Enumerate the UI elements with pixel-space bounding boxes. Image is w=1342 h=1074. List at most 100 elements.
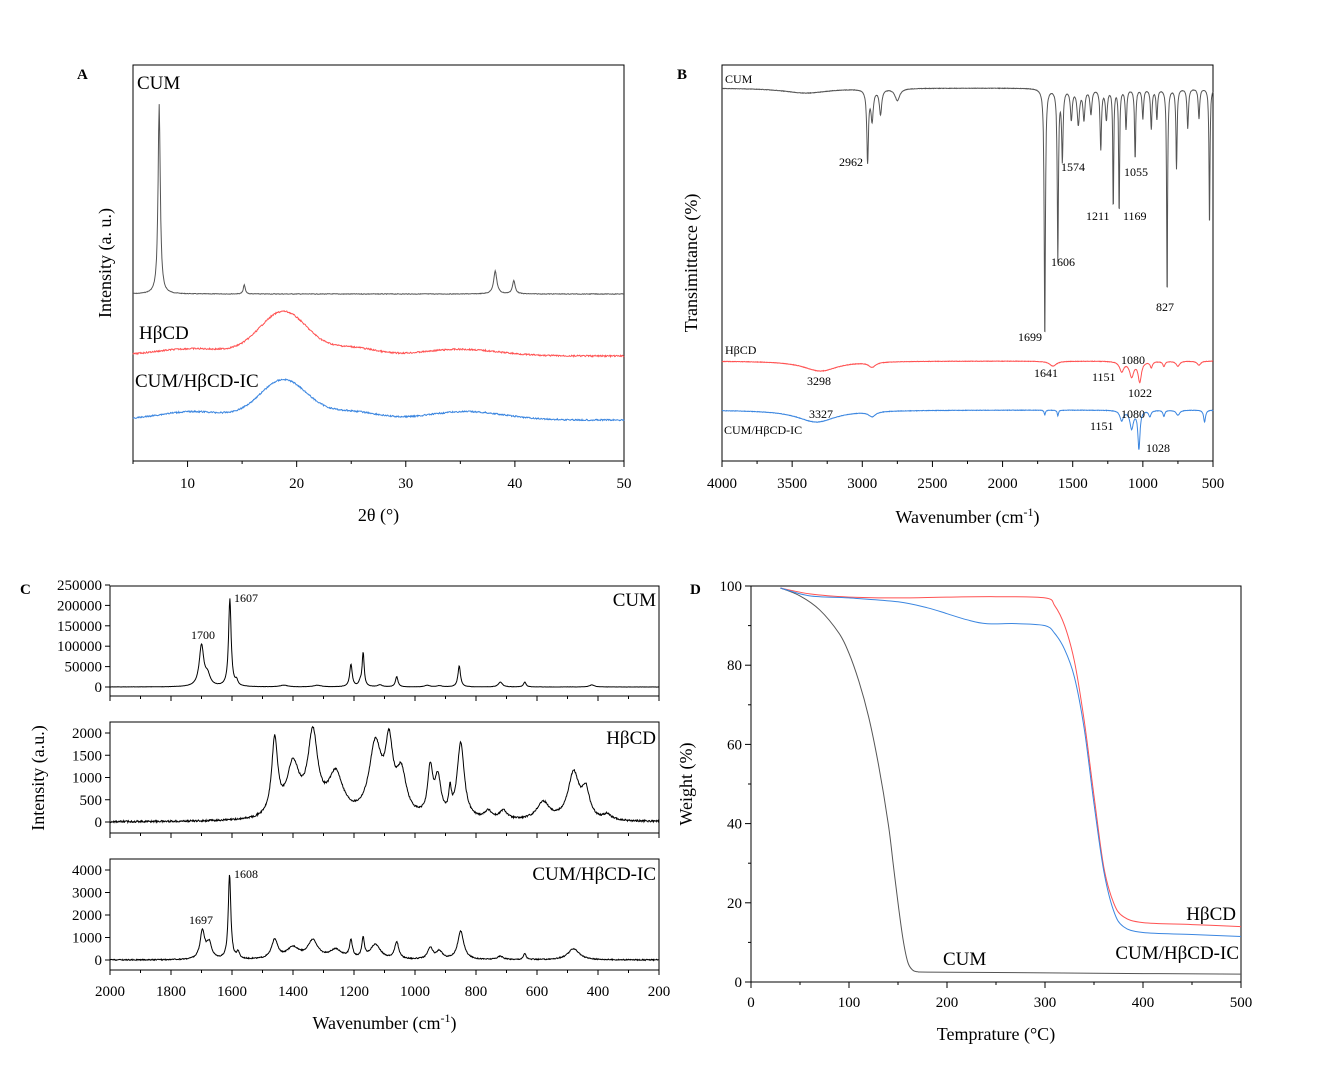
y-tick-label: 250000 xyxy=(57,578,102,594)
panel-b-annotation: 1080 xyxy=(1121,407,1145,421)
panel-d-label-ic: CUM/HβCD-IC xyxy=(1115,943,1239,964)
panel-c-annotation: 1700 xyxy=(191,628,215,642)
panel-b-annotation: 1028 xyxy=(1146,441,1170,455)
panel-b-annotation: 827 xyxy=(1156,300,1174,314)
panel-b-xlabel: Wavenumber (cm-1) xyxy=(896,505,1040,528)
y-tick-label: 80 xyxy=(727,658,742,674)
panel-b-label-ic: CUM/HβCD-IC xyxy=(724,423,802,437)
panel-d-xlabel: Temprature (°C) xyxy=(937,1024,1055,1045)
x-tick-label: 0 xyxy=(747,995,755,1011)
y-tick-label: 3000 xyxy=(72,886,102,902)
panel-a-label-hbcd: HβCD xyxy=(139,323,189,344)
x-tick-label: 2000 xyxy=(988,476,1018,492)
x-tick-label: 1800 xyxy=(156,984,186,1000)
x-tick-label: 20 xyxy=(289,476,304,492)
y-tick-label: 60 xyxy=(727,737,742,753)
y-tick-label: 1000 xyxy=(72,771,102,787)
xlabel-main: Wavenumber (cm xyxy=(896,507,1024,528)
panel-d-series-0 xyxy=(780,587,1242,975)
panel-c-series-2 xyxy=(109,874,660,962)
panel-b-annotation: 1080 xyxy=(1121,353,1145,367)
panel-d-label-hbcd: HβCD xyxy=(1186,904,1236,925)
panel-d-frame xyxy=(750,585,1242,983)
xlabel-superscript: -1 xyxy=(1024,505,1034,519)
x-tick-label: 50 xyxy=(617,476,632,492)
panel-c-ylabel: Intensity (a.u.) xyxy=(28,725,49,830)
panel-d-ylabel: Weight (%) xyxy=(676,742,697,825)
panel-c-letter: C xyxy=(20,582,31,598)
panel-b-series-1 xyxy=(721,360,1214,384)
y-tick-label: 500 xyxy=(80,793,103,809)
panel-d-series-1 xyxy=(780,587,1242,928)
x-tick-label: 4000 xyxy=(707,476,737,492)
panel-a-series-2 xyxy=(132,378,625,422)
y-tick-label: 200000 xyxy=(57,598,102,614)
panel-c-label-ic: CUM/HβCD-IC xyxy=(532,864,656,885)
panel-b-frame xyxy=(721,64,1214,462)
x-tick-label: 600 xyxy=(526,984,549,1000)
panel-b-ylabel: Transimittance (%) xyxy=(681,194,702,333)
panel-b-annotation: 1055 xyxy=(1124,165,1148,179)
panel-c-annotation: 1607 xyxy=(234,591,258,605)
x-tick-label: 1600 xyxy=(217,984,247,1000)
x-tick-label: 200 xyxy=(936,995,959,1011)
y-tick-label: 1000 xyxy=(72,931,102,947)
panel-c-annotation: 1697 xyxy=(189,913,213,927)
panel-b-annotation: 1699 xyxy=(1018,330,1042,344)
panel-b-annotation: 1641 xyxy=(1034,366,1058,380)
x-tick-label: 3000 xyxy=(847,476,877,492)
panel-c-label-hbcd: HβCD xyxy=(606,728,656,749)
x-tick-label: 800 xyxy=(465,984,488,1000)
y-tick-label: 0 xyxy=(735,975,743,991)
y-tick-label: 100 xyxy=(720,579,743,595)
panel-d-letter: D xyxy=(690,582,701,598)
xlabel-main: Wavenumber (cm xyxy=(313,1013,441,1034)
panel-b-label-cum: CUM xyxy=(725,72,753,86)
x-tick-label: 300 xyxy=(1034,995,1057,1011)
panel-b-series-2 xyxy=(721,409,1214,450)
x-tick-label: 1000 xyxy=(1128,476,1158,492)
panel-c-annotation: 1608 xyxy=(234,867,258,881)
x-tick-label: 1200 xyxy=(339,984,369,1000)
panel-c-series-1 xyxy=(109,725,660,825)
panel-b-annotation: 2962 xyxy=(839,155,863,169)
panel-b-label-hbcd: HβCD xyxy=(725,343,757,357)
panel-b-series-0 xyxy=(721,87,1214,333)
y-tick-label: 0 xyxy=(95,953,103,969)
y-tick-label: 0 xyxy=(95,815,103,831)
panel-a-series-1 xyxy=(132,310,625,359)
y-tick-label: 1500 xyxy=(72,748,102,764)
panel-c-xlabel: Wavenumber (cm-1) xyxy=(313,1011,457,1034)
panel-b-letter: B xyxy=(677,67,687,83)
panel-a-frame xyxy=(132,64,625,462)
panel-a-label-ic: CUM/HβCD-IC xyxy=(135,371,259,392)
y-tick-label: 2000 xyxy=(72,908,102,924)
x-tick-label: 200 xyxy=(648,984,671,1000)
x-tick-label: 3500 xyxy=(777,476,807,492)
panel-a-ylabel: Intensity (a. u.) xyxy=(95,208,116,318)
y-tick-label: 4000 xyxy=(72,863,102,879)
y-tick-label: 100000 xyxy=(57,639,102,655)
x-tick-label: 1500 xyxy=(1058,476,1088,492)
x-tick-label: 2000 xyxy=(95,984,125,1000)
panel-b-annotation: 1169 xyxy=(1123,209,1147,223)
y-tick-label: 20 xyxy=(727,896,742,912)
y-tick-label: 150000 xyxy=(57,619,102,635)
panel-b-annotation: 1151 xyxy=(1090,419,1114,433)
x-tick-label: 40 xyxy=(507,476,522,492)
panel-c-label-cum: CUM xyxy=(613,590,656,611)
y-tick-label: 2000 xyxy=(72,726,102,742)
y-tick-label: 50000 xyxy=(65,660,103,676)
x-tick-label: 500 xyxy=(1230,995,1253,1011)
xlabel-end: ) xyxy=(451,1013,457,1034)
panel-d-series-2 xyxy=(780,587,1242,937)
x-tick-label: 2500 xyxy=(917,476,947,492)
x-tick-label: 10 xyxy=(180,476,195,492)
y-tick-label: 0 xyxy=(95,680,103,696)
panel-a-series-0 xyxy=(133,104,624,295)
x-tick-label: 1400 xyxy=(278,984,308,1000)
panel-b-annotation: 1606 xyxy=(1051,255,1075,269)
panel-a-letter: A xyxy=(77,67,88,83)
xlabel-end: ) xyxy=(1034,507,1040,528)
